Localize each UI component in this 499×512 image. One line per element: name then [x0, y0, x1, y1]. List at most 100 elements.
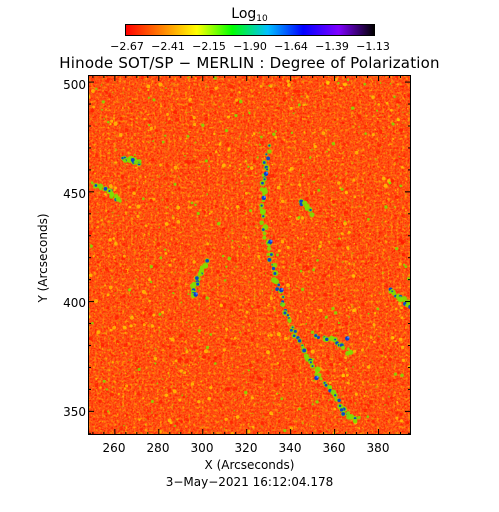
polarization-speck [190, 282, 197, 289]
polarization-speck [158, 312, 162, 316]
polarization-speck [180, 420, 183, 423]
polarization-speck [269, 333, 273, 337]
polarization-speck [183, 382, 186, 385]
polarization-speck [393, 95, 396, 99]
polarization-speck [244, 390, 248, 395]
polarization-speck [306, 316, 309, 319]
polarization-speck [269, 84, 273, 88]
polarization-speck [175, 404, 177, 407]
polarization-speck [110, 354, 114, 357]
polarization-speck [153, 337, 155, 339]
polarization-speck [348, 399, 352, 403]
polarization-speck [347, 306, 351, 309]
polarization-speck [115, 340, 120, 344]
polarization-speck [240, 180, 243, 183]
polarization-speck [321, 131, 326, 135]
polarization-speck [281, 199, 285, 204]
polarization-speck [325, 370, 330, 374]
polarization-speck [177, 259, 180, 262]
polarization-speck [297, 339, 302, 343]
polarization-speck [231, 393, 234, 395]
polarization-speck [401, 85, 405, 88]
polarization-speck [273, 271, 277, 275]
polarization-speck [261, 228, 265, 231]
polarization-speck [226, 115, 231, 119]
polarization-speck [238, 314, 241, 317]
polarization-speck [148, 299, 151, 303]
polarization-speck [400, 316, 403, 320]
polarization-speck [274, 309, 276, 312]
polarization-speck [136, 392, 141, 396]
polarization-speck [265, 83, 268, 86]
polarization-speck [268, 84, 271, 87]
polarization-speck [168, 263, 172, 267]
polarization-speck [107, 120, 110, 124]
polarization-speck [142, 168, 144, 170]
polarization-speck [92, 255, 95, 258]
polarization-speck [322, 273, 327, 278]
polarization-speck [206, 242, 210, 246]
polarization-speck [164, 393, 169, 397]
polarization-speck [218, 154, 221, 157]
polarization-speck [164, 176, 168, 181]
polarization-speck [110, 119, 114, 123]
polarization-speck [226, 207, 230, 210]
polarization-speck [227, 114, 230, 116]
polarization-speck [106, 390, 108, 393]
polarization-speck [225, 142, 230, 147]
polarization-speck [267, 149, 272, 154]
polarization-speck [197, 329, 201, 333]
polarization-speck [378, 359, 381, 362]
polarization-speck [310, 264, 313, 268]
polarization-speck [134, 356, 139, 361]
polarization-speck [308, 156, 312, 159]
polarization-speck [344, 361, 347, 364]
polarization-speck [313, 379, 315, 382]
polarization-speck [306, 347, 311, 351]
polarization-speck [385, 285, 389, 288]
polarization-speck [188, 102, 193, 107]
polarization-speck [299, 269, 303, 273]
polarization-speck [197, 272, 202, 277]
polarization-speck [159, 163, 163, 167]
polarization-speck [276, 224, 279, 226]
polarization-speck [197, 311, 199, 313]
polarization-speck [209, 386, 213, 390]
polarization-speck [384, 404, 386, 406]
polarization-speck [353, 387, 356, 390]
polarization-speck [243, 207, 247, 210]
polarization-speck [363, 356, 366, 359]
polarization-speck [393, 249, 396, 253]
polarization-speck [199, 234, 202, 237]
polarization-speck [327, 197, 331, 201]
polarization-speck [206, 384, 208, 387]
polarization-speck [353, 195, 357, 199]
polarization-speck [189, 130, 191, 133]
polarization-speck [337, 81, 340, 85]
polarization-speck [341, 232, 344, 236]
polarization-speck [100, 219, 103, 222]
axis-ticks [88, 75, 411, 435]
polarization-speck [176, 98, 178, 101]
polarization-speck [296, 236, 299, 239]
polarization-speck [191, 159, 196, 163]
polarization-speck [143, 82, 145, 85]
polarization-speck [265, 153, 268, 156]
polarization-speck [316, 258, 319, 262]
polarization-speck [272, 132, 276, 137]
polarization-speck [227, 256, 232, 261]
polarization-speck [365, 371, 368, 375]
polarization-speck [313, 181, 316, 183]
polarization-speck [96, 253, 99, 257]
polarization-speck [259, 121, 263, 125]
polarization-speck [223, 428, 226, 430]
polarization-speck [290, 131, 294, 135]
polarization-speck [297, 168, 300, 171]
polarization-speck [381, 176, 386, 181]
x-tick-label: 340 [278, 441, 302, 455]
polarization-speck [150, 158, 155, 162]
polarization-speck [214, 86, 218, 90]
polarization-speck [280, 83, 283, 86]
polarization-speck [170, 178, 173, 180]
polarization-speck [247, 369, 250, 372]
